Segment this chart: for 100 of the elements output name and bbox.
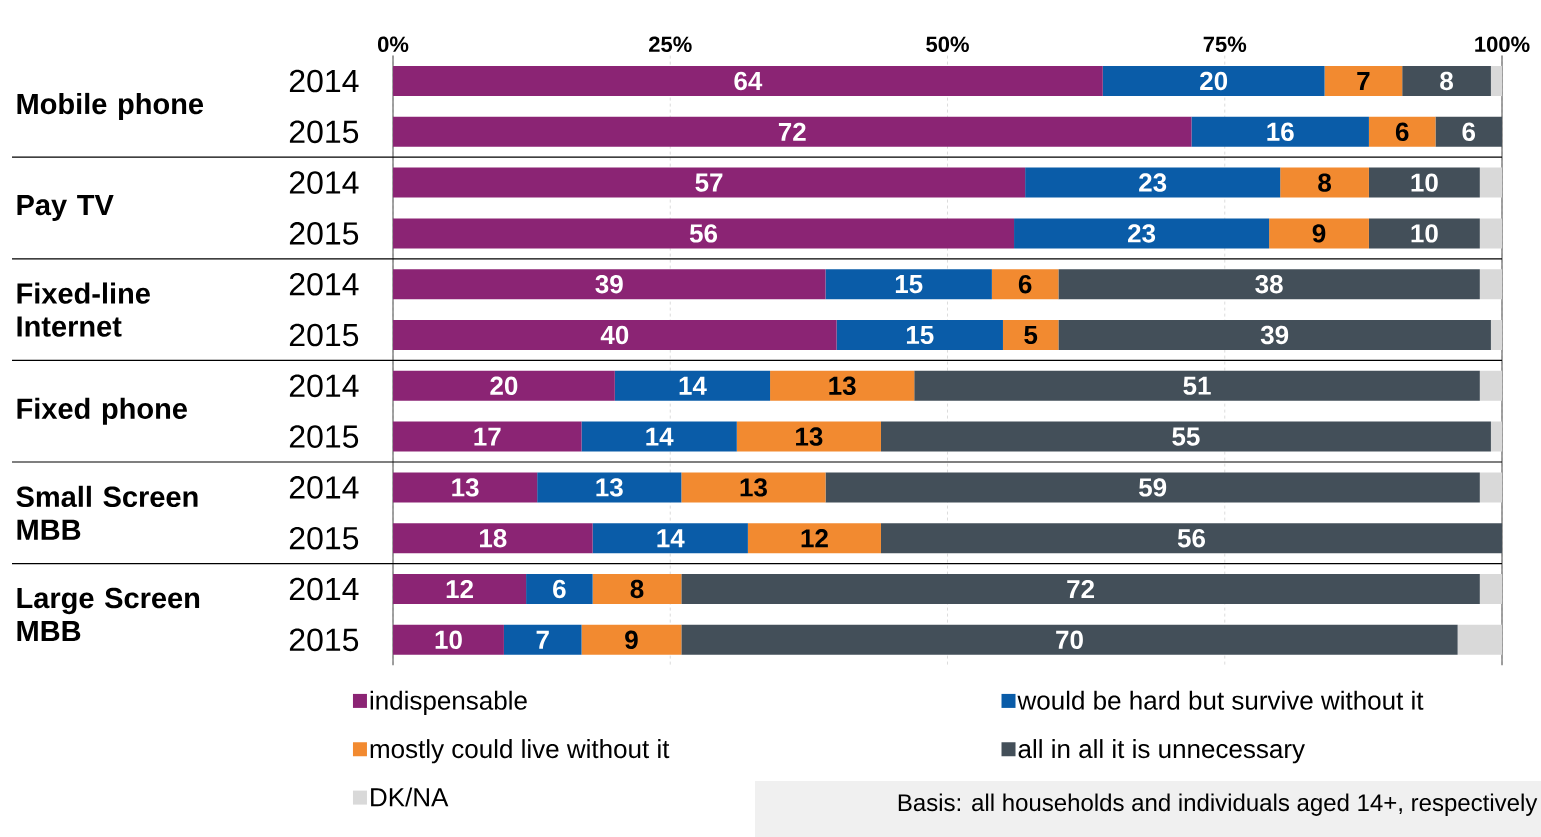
bar [1479, 218, 1503, 249]
data-label: 6 [1018, 274, 1032, 294]
bar [770, 370, 915, 401]
bar [592, 523, 748, 554]
data-label: 13 [740, 478, 767, 497]
data-label: 15 [906, 325, 934, 345]
bar [1479, 472, 1503, 503]
y-tick-label: 2014 [289, 577, 359, 601]
y-tick-label: 2015 [289, 323, 359, 347]
data-label: 17 [474, 427, 501, 446]
data-label: 9 [625, 630, 638, 649]
bar [1014, 218, 1270, 249]
legend-label: mostly could live without it [370, 739, 670, 764]
data-label: 14 [679, 376, 707, 395]
data-label: 13 [829, 376, 856, 396]
data-label: 59 [1139, 478, 1167, 497]
bar [1269, 218, 1369, 249]
data-label: 15 [895, 275, 923, 294]
bar [393, 116, 1192, 147]
bar [825, 472, 1480, 503]
data-label: 55 [1172, 427, 1200, 446]
data-label: 57 [695, 173, 723, 192]
data-label: 10 [1411, 224, 1438, 243]
data-label: 14 [657, 529, 685, 548]
data-label: 56 [1177, 528, 1206, 548]
bar [1435, 116, 1503, 147]
data-label: 16 [1267, 122, 1294, 141]
bar [1479, 167, 1503, 198]
data-label: 9 [1312, 224, 1326, 243]
bar [1368, 116, 1436, 147]
legend-label: indispensable [370, 690, 527, 715]
y-tick-label: 2014 [289, 69, 359, 93]
data-label: 8 [630, 579, 644, 599]
data-label: 14 [646, 427, 674, 446]
bar [1025, 167, 1281, 198]
x-tick-label: 0% [377, 36, 409, 53]
bar [1368, 218, 1480, 249]
data-label: 72 [778, 122, 806, 141]
bar [1102, 66, 1325, 97]
bar [825, 269, 992, 300]
bar [880, 523, 1503, 554]
bar [991, 269, 1059, 300]
bar [1368, 167, 1480, 198]
text: Mobile phone [17, 92, 204, 120]
data-label: 64 [734, 71, 763, 91]
bar [1191, 116, 1369, 147]
bar [1058, 320, 1491, 351]
y-tick-label: 2015 [289, 526, 359, 550]
x-tick-label: 75% [1203, 36, 1247, 53]
bar [393, 320, 837, 351]
bar [393, 523, 593, 554]
text: Large Screen MBB [17, 587, 200, 642]
bar [393, 472, 538, 503]
data-label: 72 [1067, 579, 1095, 599]
data-label: 5 [1024, 325, 1038, 345]
bar [393, 624, 504, 655]
bar [1479, 574, 1503, 605]
bar [393, 269, 826, 300]
bar [393, 421, 582, 452]
data-label: 12 [446, 579, 473, 599]
bar [1479, 269, 1503, 300]
bar [503, 624, 582, 655]
bar [914, 370, 1480, 401]
data-label: 39 [1260, 325, 1289, 345]
x-tick-label: 25% [649, 36, 692, 53]
data-label: 40 [600, 325, 629, 345]
bar [681, 574, 1480, 605]
x-tick-label: 50% [926, 36, 969, 53]
bar [581, 624, 682, 655]
bar [393, 66, 1103, 97]
bar [393, 370, 615, 401]
bar [736, 421, 881, 452]
bar [880, 421, 1491, 452]
text: Fixed phone [17, 397, 187, 425]
y-tick-label: 2015 [289, 628, 359, 652]
data-label: 6 [553, 579, 566, 599]
text: Pay TV [17, 195, 114, 221]
data-label: 70 [1056, 630, 1083, 649]
y-tick-label: 2014 [289, 272, 359, 296]
data-label: 6 [1462, 122, 1476, 141]
bar [581, 421, 737, 452]
bar [1280, 167, 1369, 198]
data-label: 56 [689, 224, 718, 243]
bar [1479, 370, 1503, 401]
bar [592, 574, 682, 605]
y-tick-label: 2014 [289, 374, 359, 398]
bar [681, 624, 1458, 655]
legend-label: would be hard but survive without it [1017, 690, 1424, 710]
bar [393, 218, 1015, 249]
y-tick-label: 2015 [289, 425, 359, 448]
bar [537, 472, 682, 503]
data-label: 10 [1411, 173, 1438, 192]
y-tick-label: 2015 [289, 120, 359, 144]
text: Basis: all households and individuals aged 14+, respectively [898, 793, 1538, 816]
text: Small Screen MBB [16, 485, 198, 540]
data-label: 38 [1255, 274, 1283, 294]
data-label: 10 [435, 630, 462, 649]
bar [614, 370, 771, 401]
bar [1058, 269, 1480, 300]
bar [836, 320, 1003, 351]
